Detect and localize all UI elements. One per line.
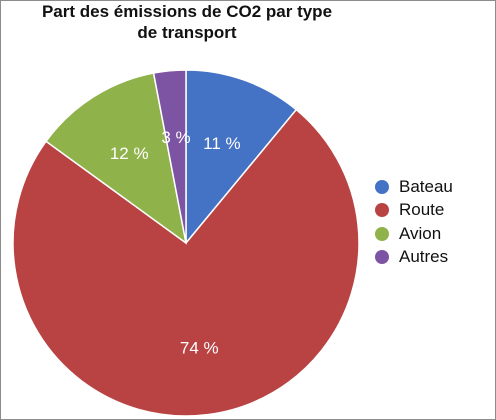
- legend-item-autres: Autres: [375, 246, 453, 270]
- legend-swatch-avion: [375, 226, 389, 241]
- pie-label-bateau: 11 %: [203, 134, 241, 153]
- legend-item-bateau: Bateau: [375, 175, 453, 199]
- pie-label-avion: 12 %: [110, 144, 149, 163]
- legend-label-autres: Autres: [399, 247, 449, 267]
- pie-slice-route: [12, 108, 360, 417]
- pie-label-autres: 3 %: [161, 128, 190, 147]
- legend-swatch-bateau: [375, 179, 389, 194]
- legend-swatch-autres: [375, 250, 389, 265]
- chart-title-line-1: Part des émissions de CO2 par type: [41, 2, 333, 21]
- pie-label-route: 74 %: [180, 339, 219, 358]
- legend-swatch-route: [375, 203, 389, 218]
- pie-slice-bateau: [185, 69, 298, 246]
- legend-label-route: Route: [399, 200, 445, 220]
- chart-title-line-2: de transport: [137, 23, 237, 42]
- legend-label-avion: Avion: [399, 223, 442, 243]
- pie-slice-avion: [44, 72, 188, 245]
- pie-slice-autres: [152, 69, 187, 244]
- legend-label-bateau: Bateau: [399, 176, 453, 196]
- chart-title: Part des émissions de CO2 par type de tr…: [1, 1, 373, 43]
- legend: Bateau Route Avion Autres: [375, 175, 453, 269]
- legend-item-route: Route: [375, 199, 453, 223]
- legend-item-avion: Avion: [375, 222, 453, 246]
